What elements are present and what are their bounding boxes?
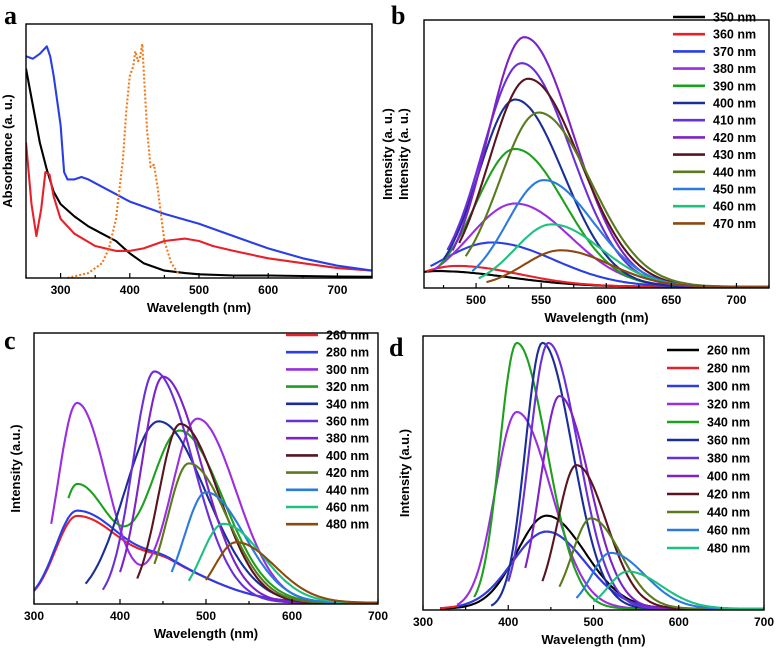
series-line-480-nm [205, 541, 378, 604]
plot-area [34, 370, 378, 604]
legend-label: 440 nm [713, 165, 756, 179]
legend-label: 360 nm [713, 28, 756, 42]
legend-label: 360 nm [326, 415, 369, 429]
x-tick-label: 400 [498, 615, 518, 629]
legend-label: 280 nm [326, 346, 369, 360]
series-line-black [26, 68, 372, 278]
x-axis-title: Wavelength (nm) [541, 632, 645, 647]
x-axis-title: Wavelength (nm) [544, 310, 648, 325]
plot-area [424, 36, 769, 288]
x-tick-label: 500 [583, 615, 603, 629]
x-tick-label: 300 [24, 609, 44, 623]
panel-label: a [4, 1, 17, 30]
legend-label: 400 nm [707, 470, 750, 484]
legend: 260 nm 280 nm 300 nm 320 nm 340 nm 360 nm 380 … [286, 329, 369, 532]
x-tick-label: 700 [327, 283, 347, 297]
axes-frame [25, 23, 373, 279]
series-line-480-nm [592, 570, 764, 610]
legend: 350 nm 360 nm 370 nm 380 nm 390 nm 400 nm 410 … [673, 11, 756, 231]
legend-label: 340 nm [707, 416, 750, 430]
legend-label: 260 nm [326, 329, 369, 343]
x-tick-label: 300 [51, 283, 71, 297]
panel-c: 300 400 500 600 700 Wavelength (nm) Intensity … [4, 326, 388, 641]
legend-label: 420 nm [707, 488, 750, 502]
legend-label: 360 nm [707, 434, 750, 448]
legend-label: 380 nm [326, 432, 369, 446]
legend-label: 420 nm [326, 466, 369, 480]
x-tick-label: 650 [661, 293, 681, 307]
legend-label: 450 nm [713, 183, 756, 197]
legend-label: 260 nm [707, 344, 750, 358]
x-tick-label: 400 [110, 609, 130, 623]
legend-label: 430 nm [713, 148, 756, 162]
y-axis-title-2: Intensity (a. u.) [396, 108, 411, 200]
x-tick-label: 700 [754, 615, 774, 629]
x-tick-label: 400 [120, 283, 140, 297]
legend-label: 350 nm [713, 11, 756, 25]
panel-label: c [4, 326, 16, 355]
legend-label: 300 nm [707, 380, 750, 394]
legend-label: 460 nm [707, 524, 750, 538]
legend-label: 480 nm [326, 518, 369, 532]
legend-label: 420 nm [713, 131, 756, 145]
legend-label: 410 nm [713, 114, 756, 128]
legend-label: 460 nm [326, 501, 369, 515]
x-axis-title: Wavelength (nm) [154, 626, 258, 641]
y-axis-title: Intensity (a.u.) [8, 424, 23, 512]
panel-a: 300 400 500 600 700 Wavelength (nm) Absorbance… [0, 1, 373, 315]
panel-label: d [389, 333, 404, 362]
panel-d: 300 400 500 600 700 Wavelength (nm) Intensity … [389, 333, 774, 647]
legend: 260 nm 280 nm 300 nm 320 nm 340 nm 360 nm 380 … [667, 344, 750, 556]
legend-label: 380 nm [707, 452, 750, 466]
legend-label: 340 nm [326, 397, 369, 411]
legend-label: 400 nm [326, 449, 369, 463]
x-tick-label: 600 [596, 293, 616, 307]
legend-label: 300 nm [326, 363, 369, 377]
x-tick-label: 600 [282, 609, 302, 623]
legend-label: 400 nm [713, 97, 756, 111]
series-line-460-nm [478, 223, 768, 288]
series-line-470-nm [486, 249, 768, 288]
legend-label: 390 nm [713, 79, 756, 93]
legend-label: 380 nm [713, 62, 756, 76]
legend-label: 480 nm [707, 542, 750, 556]
x-tick-label: 300 [413, 615, 433, 629]
y-axis-title: Intensity (a. u.) [380, 108, 395, 200]
series-line-red [26, 142, 372, 272]
x-tick-label: 500 [196, 609, 216, 623]
x-tick-label: 600 [258, 283, 278, 297]
panel-label: b [391, 1, 405, 30]
legend-label: 280 nm [707, 362, 750, 376]
series-line-blue [26, 45, 372, 272]
x-tick-label: 500 [466, 293, 486, 307]
x-tick-label: 700 [368, 609, 388, 623]
y-axis-title: Absorbance (a. u.) [0, 94, 15, 207]
series-line-orange [67, 42, 180, 278]
legend-label: 320 nm [707, 398, 750, 412]
legend-label: 440 nm [326, 483, 369, 497]
panel-b: 500 550 600 650 700 Wavelength (nm) Intensity … [380, 1, 770, 325]
legend-label: 470 nm [713, 217, 756, 231]
plot-area [26, 42, 372, 278]
legend-label: 370 nm [713, 45, 756, 59]
x-tick-label: 500 [189, 283, 209, 297]
legend-label: 320 nm [326, 380, 369, 394]
y-axis-title: Intensity (a.u.) [397, 429, 412, 517]
x-tick-label: 550 [531, 293, 551, 307]
x-tick-label: 600 [669, 615, 689, 629]
legend-label: 460 nm [713, 200, 756, 214]
axes-frame [423, 19, 770, 289]
x-tick-label: 700 [726, 293, 746, 307]
legend-label: 440 nm [707, 506, 750, 520]
x-axis-title: Wavelength (nm) [147, 300, 251, 315]
